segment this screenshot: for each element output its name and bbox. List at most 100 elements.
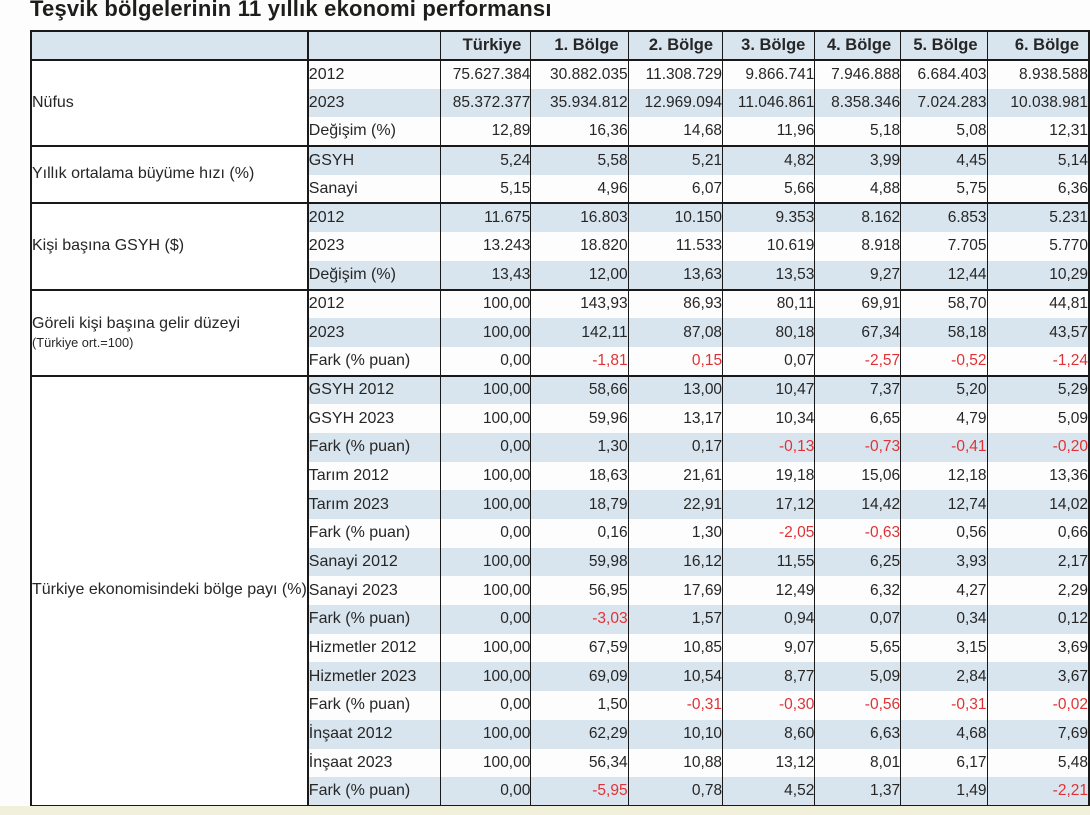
value-cell: 5.231 bbox=[986, 202, 1089, 233]
row-label-cell: Değişim (%) bbox=[306, 260, 441, 290]
table-row: Fark (% puan) 0,00 -3,03 1,57 0,94 0,07 0,34 0,… bbox=[31, 605, 1089, 634]
table-row: Fark (% puan) 0,00 1,50 -0,31 -0,30 -0,56 -0,3… bbox=[31, 691, 1089, 720]
group-label: Kişi başına GSYH ($) bbox=[32, 237, 185, 255]
value-cell: 18,79 bbox=[530, 490, 629, 519]
value-cell: 4,27 bbox=[900, 576, 988, 606]
value-cell: 3,67 bbox=[986, 662, 1089, 692]
value-cell: 11.533 bbox=[627, 232, 723, 261]
value-cell: 100,00 bbox=[439, 662, 531, 692]
value-cell: -2,57 bbox=[814, 346, 901, 376]
value-cell: 13,43 bbox=[439, 260, 531, 290]
table-body: Nüfus 2012 75.627.384 30.882.035 11.308.729 9… bbox=[30, 58, 1089, 806]
value-cell: 2,84 bbox=[900, 662, 988, 692]
value-cell: 1,37 bbox=[814, 777, 901, 806]
value-cell: 13,36 bbox=[986, 461, 1089, 491]
header-empty-cell bbox=[306, 31, 441, 61]
value-cell: 11.046.861 bbox=[722, 88, 815, 118]
value-cell: 13,17 bbox=[627, 404, 723, 433]
value-cell: 7.946.888 bbox=[814, 59, 901, 89]
value-cell: 13,53 bbox=[722, 260, 815, 290]
value-cell: 14,02 bbox=[986, 490, 1089, 519]
value-cell: 22,91 bbox=[627, 490, 723, 519]
value-cell: 15,06 bbox=[814, 461, 901, 491]
value-cell: 6,17 bbox=[900, 748, 988, 778]
value-cell: 35.934.812 bbox=[530, 88, 629, 118]
value-cell: 6,07 bbox=[627, 174, 723, 204]
table-row: Göreli kişi başına gelir düzeyi (Türkiye … bbox=[30, 288, 1089, 376]
value-cell: 69,09 bbox=[530, 662, 629, 692]
value-cell: 6,65 bbox=[814, 404, 901, 433]
value-cell: 21,61 bbox=[627, 461, 723, 491]
value-cell: 1,30 bbox=[627, 519, 723, 548]
value-cell: 10.150 bbox=[627, 202, 723, 233]
value-cell: 0,00 bbox=[439, 432, 531, 462]
value-cell: 0,00 bbox=[439, 777, 531, 806]
value-cell: -0,20 bbox=[986, 432, 1089, 462]
row-label-cell: Sanayi 2012 bbox=[306, 547, 441, 577]
value-cell: -2,05 bbox=[722, 519, 815, 548]
column-header-cell: 1. Bölge bbox=[530, 31, 629, 61]
value-cell: -0,31 bbox=[627, 691, 723, 720]
value-cell: -2,21 bbox=[986, 777, 1089, 806]
value-cell: 12,00 bbox=[530, 260, 629, 290]
value-cell: 10,54 bbox=[627, 662, 723, 692]
value-cell: 100,00 bbox=[439, 719, 531, 749]
value-cell: 100,00 bbox=[439, 490, 531, 519]
value-cell: 100,00 bbox=[439, 318, 531, 347]
value-cell: 5,14 bbox=[986, 145, 1089, 175]
value-cell: 13,63 bbox=[627, 260, 723, 290]
value-cell: -0,31 bbox=[900, 691, 988, 720]
value-cell: 4,96 bbox=[530, 174, 629, 204]
row-label-cell: Sanayi 2023 bbox=[306, 576, 441, 606]
value-cell: 5,66 bbox=[722, 174, 815, 204]
value-cell: 0,00 bbox=[439, 519, 531, 548]
value-cell: 11.308.729 bbox=[627, 59, 723, 89]
value-cell: 5.770 bbox=[986, 232, 1089, 261]
value-cell: 12,49 bbox=[722, 576, 815, 606]
row-label-cell: Fark (% puan) bbox=[306, 777, 441, 806]
value-cell: 8,01 bbox=[814, 748, 901, 778]
value-cell: 9.353 bbox=[722, 202, 815, 233]
row-label-cell: Fark (% puan) bbox=[306, 519, 441, 548]
column-header-cell: 5. Bölge bbox=[900, 31, 988, 61]
value-cell: 5,08 bbox=[900, 117, 988, 147]
value-cell: 0,16 bbox=[530, 519, 629, 548]
value-cell: 67,59 bbox=[530, 633, 629, 663]
value-cell: 0,94 bbox=[722, 605, 815, 634]
value-cell: 0,07 bbox=[814, 605, 901, 634]
value-cell: 14,68 bbox=[627, 117, 723, 147]
value-cell: 8,60 bbox=[722, 719, 815, 749]
table-row: Nüfus 2012 75.627.384 30.882.035 11.308.729 9… bbox=[30, 58, 1089, 147]
row-label-cell: İnşaat 2023 bbox=[306, 748, 441, 778]
value-cell: 87,08 bbox=[627, 318, 723, 347]
column-header-cell: 6. Bölge bbox=[986, 31, 1089, 61]
value-cell: 9,07 bbox=[722, 633, 815, 663]
row-label-cell: İnşaat 2012 bbox=[306, 719, 441, 749]
table-row: Fark (% puan) 0,00 -5,95 0,78 4,52 1,37 1,49 -2… bbox=[31, 777, 1089, 806]
column-header-cell: 3. Bölge bbox=[722, 31, 815, 61]
row-label-cell: Sanayi bbox=[306, 174, 441, 204]
value-cell: 16,36 bbox=[530, 117, 629, 147]
value-cell: 11.675 bbox=[439, 202, 531, 233]
row-label-cell: GSYH 2023 bbox=[306, 404, 441, 433]
value-cell: 3,93 bbox=[900, 547, 988, 577]
group-label-cell: Yıllık ortalama büyüme hızı (%) bbox=[30, 145, 308, 204]
table-row: Kişi başına GSYH ($) 2012 11.675 16.803 10.1… bbox=[30, 202, 1089, 290]
value-cell: 10,47 bbox=[722, 374, 815, 405]
table-row: Fark (% puan) 0,00 0,16 1,30 -2,05 -0,63 0,56 0… bbox=[31, 519, 1089, 548]
row-label-cell: Hizmetler 2012 bbox=[306, 633, 441, 663]
column-header-cell: 2. Bölge bbox=[627, 31, 723, 61]
row-label-cell: Fark (% puan) bbox=[306, 605, 441, 634]
group-label: Göreli kişi başına gelir düzeyi bbox=[32, 314, 241, 332]
value-cell: 59,98 bbox=[530, 547, 629, 577]
value-cell: 8,77 bbox=[722, 662, 815, 692]
value-cell: 9,27 bbox=[814, 260, 901, 290]
value-cell: 143,93 bbox=[530, 288, 629, 319]
value-cell: 0,07 bbox=[722, 346, 815, 376]
table-row: Hizmetler 2023 100,00 69,09 10,54 8,77 5,09 2,… bbox=[31, 662, 1089, 692]
value-cell: 100,00 bbox=[439, 288, 531, 319]
value-cell: 8.938.588 bbox=[986, 59, 1089, 89]
value-cell: 80,18 bbox=[722, 318, 815, 347]
value-cell: 0,56 bbox=[900, 519, 988, 548]
